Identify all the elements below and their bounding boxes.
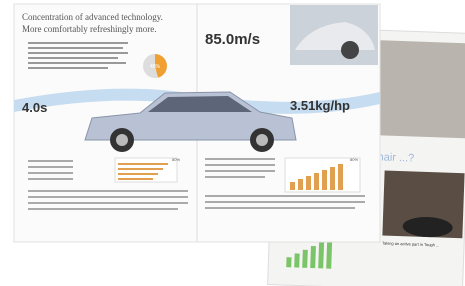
title-line-1: Concentration of advanced technology. [22,12,163,22]
stat-left: 4.0s [22,100,47,115]
pie-label: 48% [150,64,161,70]
stat-right: 3.51kg/hp [290,98,350,113]
main-spread: Concentration of advanced technology. Mo… [14,4,380,242]
scene: chair ...? Taking an active part in Toug… [0,0,465,286]
chart-label-left: 80% [172,157,180,162]
stat-top: 85.0m/s [205,31,260,48]
chart-label-right: 80% [350,157,358,162]
title-line-2: More comfortably refreshingly more. [22,24,156,34]
page: {"main_spread": {"title_line1": "Concent… [0,0,465,286]
wheel-top [341,41,359,59]
